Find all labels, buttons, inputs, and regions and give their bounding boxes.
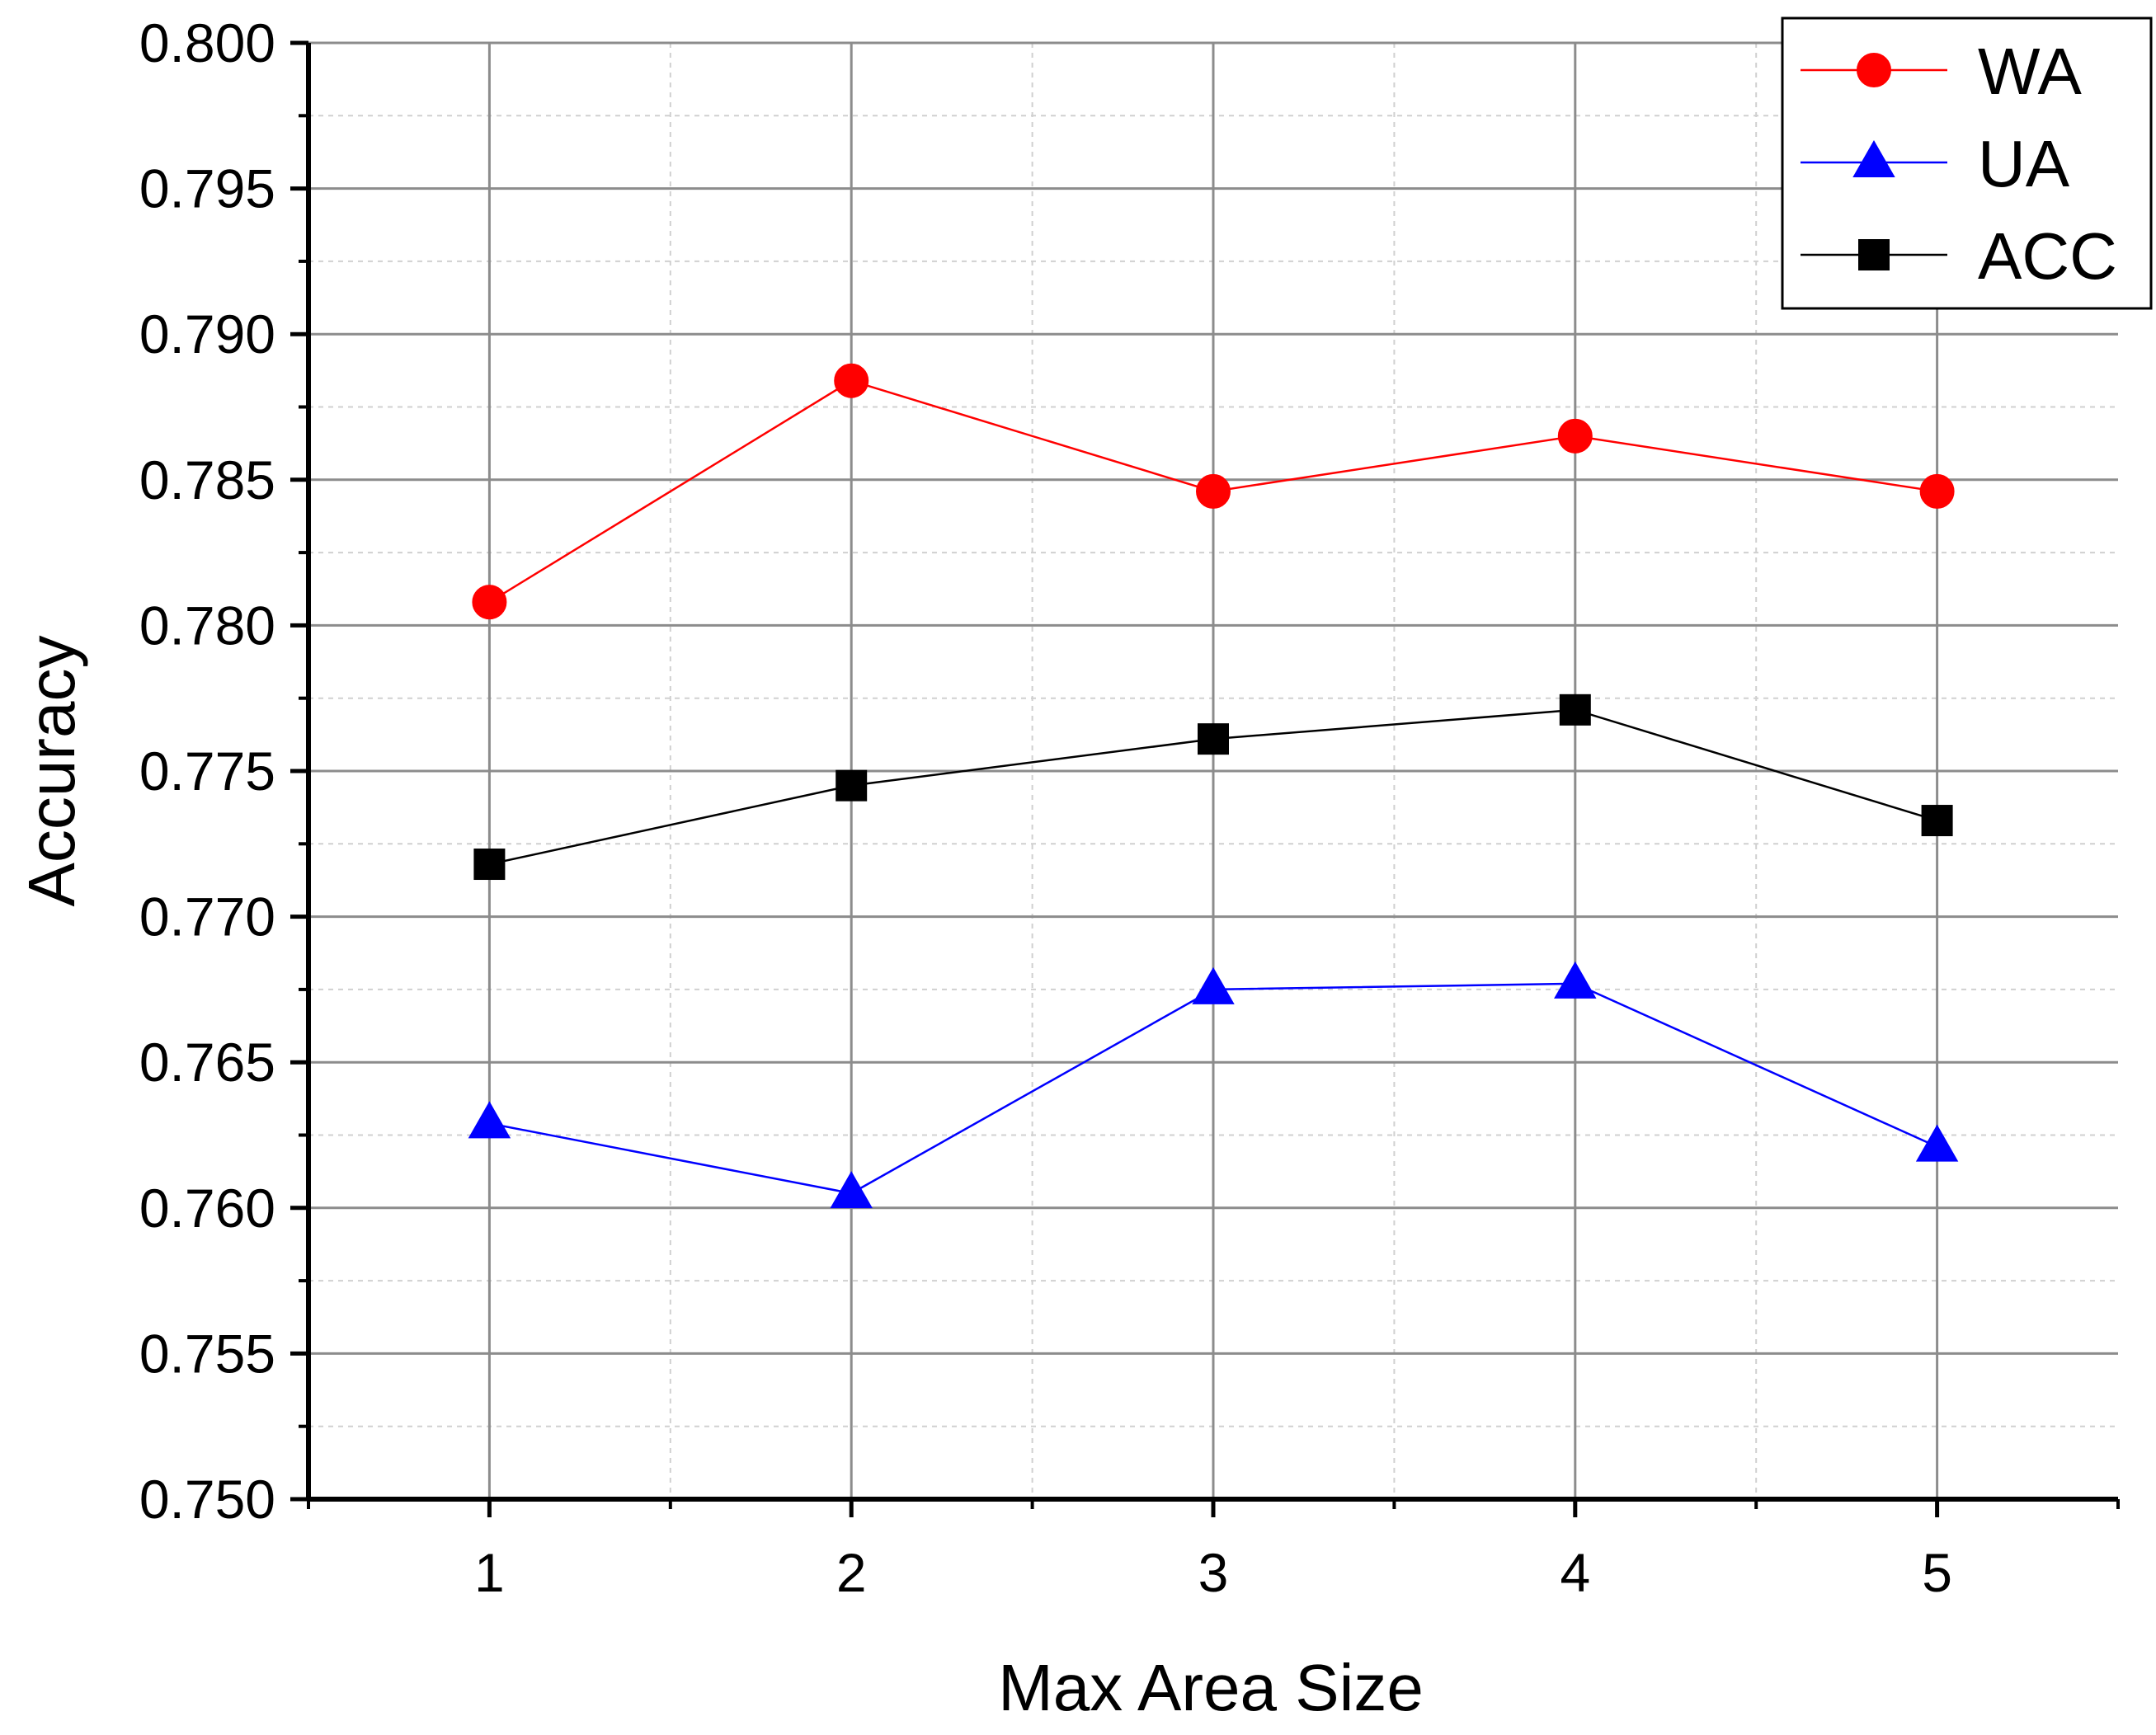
data-point-ua bbox=[1554, 961, 1597, 999]
data-point-ua bbox=[1915, 1124, 1959, 1162]
x-tick-label: 2 bbox=[836, 1542, 867, 1603]
y-tick-label: 0.760 bbox=[139, 1178, 275, 1239]
data-point-wa bbox=[1557, 418, 1593, 454]
y-tick-label: 0.770 bbox=[139, 886, 275, 947]
data-point-ua bbox=[468, 1101, 511, 1139]
data-point-acc bbox=[836, 769, 868, 802]
series bbox=[468, 363, 1959, 1209]
y-tick-label: 0.775 bbox=[139, 741, 275, 802]
y-tick-label: 0.780 bbox=[139, 595, 275, 656]
legend-label-acc: ACC bbox=[1978, 219, 2117, 293]
data-point-wa bbox=[834, 363, 869, 398]
x-tick-label: 1 bbox=[474, 1542, 505, 1603]
y-tick-label: 0.800 bbox=[139, 12, 275, 73]
tick-labels: 0.750 0.755 0.760 0.765 0.770 0.775 0.780 0.785… bbox=[139, 12, 1952, 1603]
data-point-ua bbox=[830, 1171, 873, 1209]
y-tick-label: 0.795 bbox=[139, 158, 275, 219]
x-tick-label: 4 bbox=[1560, 1542, 1590, 1603]
legend-label-ua: UA bbox=[1978, 127, 2070, 200]
legend-marker-ua bbox=[1852, 139, 1895, 177]
data-point-acc bbox=[1198, 723, 1229, 755]
y-tick-label: 0.790 bbox=[139, 303, 275, 364]
axes bbox=[290, 40, 2120, 1517]
x-axis-title: Max Area Size bbox=[998, 1651, 1424, 1724]
data-point-wa bbox=[1196, 473, 1231, 509]
x-tick-label: 3 bbox=[1198, 1542, 1229, 1603]
y-axis-title: Accuracy bbox=[15, 636, 88, 907]
y-tick-label: 0.750 bbox=[139, 1469, 275, 1530]
x-tick-label: 5 bbox=[1922, 1542, 1952, 1603]
data-point-acc bbox=[1559, 694, 1591, 726]
data-point-ua bbox=[1192, 966, 1235, 1004]
y-tick-label: 0.755 bbox=[139, 1323, 275, 1384]
data-point-acc bbox=[1921, 805, 1953, 837]
y-tick-label: 0.765 bbox=[139, 1032, 275, 1093]
legend: WA UA ACC bbox=[1781, 16, 2153, 310]
data-point-wa bbox=[1919, 473, 1955, 509]
legend-marker-wa bbox=[1857, 53, 1891, 87]
legend-label-wa: WA bbox=[1978, 35, 2083, 108]
data-point-wa bbox=[472, 585, 507, 620]
data-point-acc bbox=[473, 849, 506, 881]
legend-marker-acc bbox=[1858, 239, 1890, 270]
y-tick-label: 0.785 bbox=[139, 449, 275, 510]
